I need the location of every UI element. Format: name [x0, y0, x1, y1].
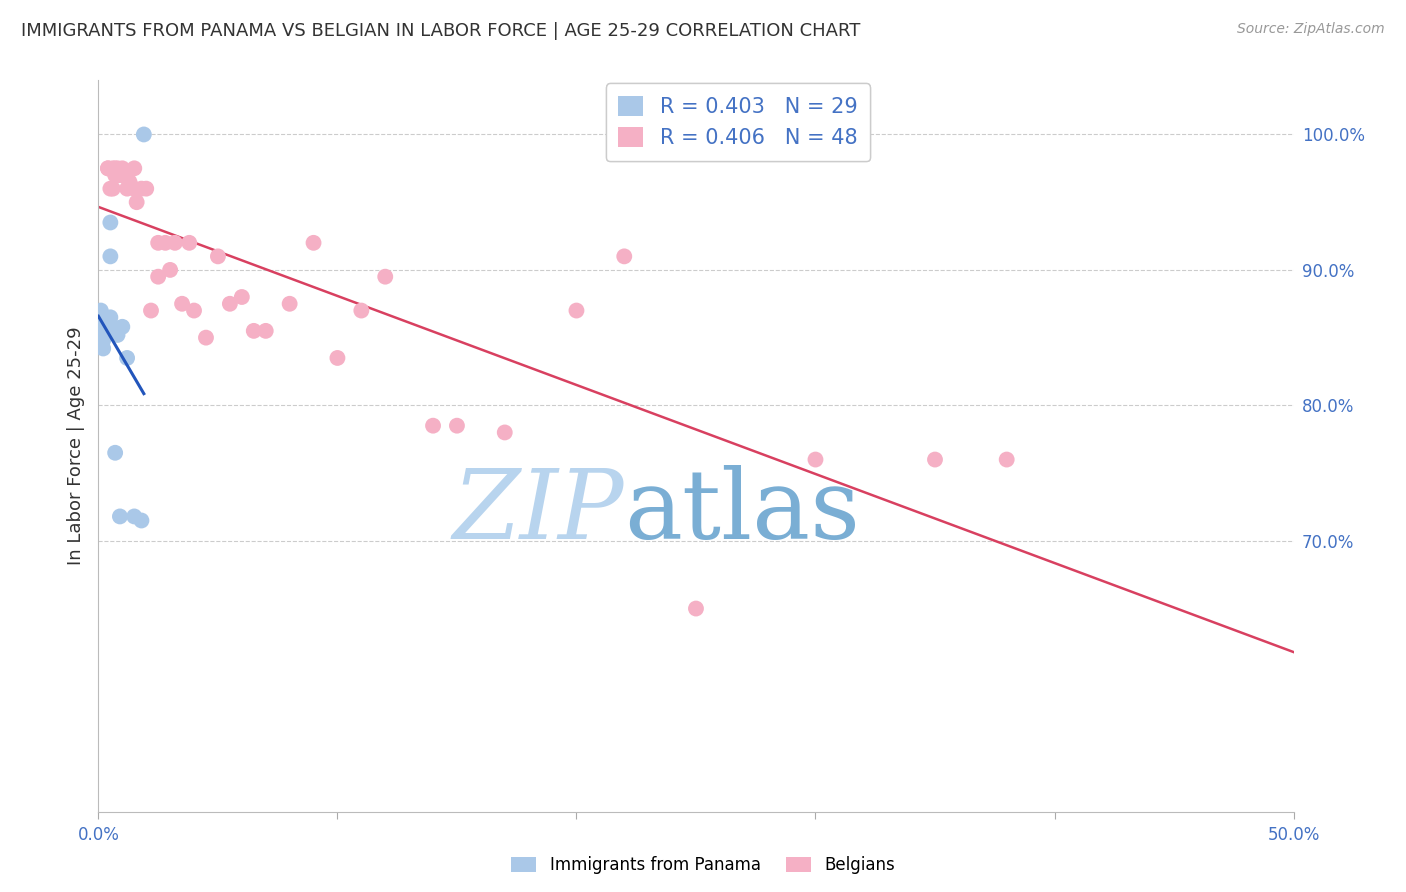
Point [94, 314, 117, 328]
Point [131, 181, 153, 195]
Point [148, 235, 170, 250]
Point [159, 263, 181, 277]
Text: atlas: atlas [624, 465, 860, 558]
Point [565, 303, 588, 318]
Point [107, 168, 129, 182]
Point [350, 303, 373, 318]
Point [924, 452, 946, 467]
Point [494, 425, 516, 440]
Text: Source: ZipAtlas.com: Source: ZipAtlas.com [1237, 22, 1385, 37]
Point [101, 324, 124, 338]
Point [995, 452, 1018, 467]
Point [115, 181, 138, 195]
Point [91, 319, 114, 334]
Point [101, 319, 124, 334]
Point [148, 269, 170, 284]
Point [91, 326, 114, 341]
Point [278, 297, 301, 311]
Point [107, 161, 129, 176]
Point [101, 181, 124, 195]
Point [155, 235, 177, 250]
Point [94, 310, 117, 325]
Point [111, 168, 134, 182]
Point [613, 249, 636, 263]
Point [90, 314, 112, 328]
Point [124, 181, 146, 195]
Point [97, 319, 120, 334]
Point [91, 324, 114, 338]
Point [179, 235, 201, 250]
Point [207, 249, 229, 263]
Point [98, 181, 122, 195]
Point [183, 303, 205, 318]
Point [90, 303, 112, 318]
Point [139, 303, 162, 318]
Point [107, 327, 129, 342]
Point [90, 310, 112, 325]
Point [97, 314, 120, 328]
Point [104, 161, 127, 176]
Legend: Immigrants from Panama, Belgians: Immigrants from Panama, Belgians [505, 850, 901, 881]
Point [374, 269, 396, 284]
Point [243, 324, 266, 338]
Point [172, 297, 194, 311]
Point [446, 418, 468, 433]
Point [132, 128, 155, 142]
Point [115, 351, 138, 365]
Point [124, 509, 146, 524]
Point [97, 324, 120, 338]
Point [685, 601, 707, 615]
Point [124, 161, 146, 176]
Point [108, 509, 131, 524]
Point [302, 235, 325, 250]
Text: ZIP: ZIP [453, 465, 624, 558]
Text: IMMIGRANTS FROM PANAMA VS BELGIAN IN LABOR FORCE | AGE 25-29 CORRELATION CHART: IMMIGRANTS FROM PANAMA VS BELGIAN IN LAB… [21, 22, 860, 40]
Point [422, 418, 444, 433]
Point [231, 290, 253, 304]
Point [91, 319, 114, 334]
Point [98, 249, 122, 263]
Point [91, 334, 114, 348]
Point [804, 452, 827, 467]
Legend: R = 0.403   N = 29, R = 0.406   N = 48: R = 0.403 N = 29, R = 0.406 N = 48 [606, 83, 870, 161]
Point [98, 310, 122, 325]
Point [98, 215, 122, 229]
Point [94, 319, 117, 334]
Point [104, 168, 127, 182]
Point [163, 235, 186, 250]
Point [108, 168, 131, 182]
Y-axis label: In Labor Force | Age 25-29: In Labor Force | Age 25-29 [66, 326, 84, 566]
Point [94, 317, 117, 331]
Point [91, 342, 114, 356]
Point [118, 175, 141, 189]
Point [104, 446, 127, 460]
Point [101, 161, 124, 176]
Point [254, 324, 277, 338]
Point [97, 161, 120, 176]
Point [131, 514, 153, 528]
Point [326, 351, 349, 365]
Point [111, 319, 134, 334]
Point [195, 331, 218, 345]
Point [111, 161, 134, 176]
Point [97, 161, 120, 176]
Point [135, 181, 157, 195]
Point [219, 297, 242, 311]
Point [125, 195, 148, 210]
